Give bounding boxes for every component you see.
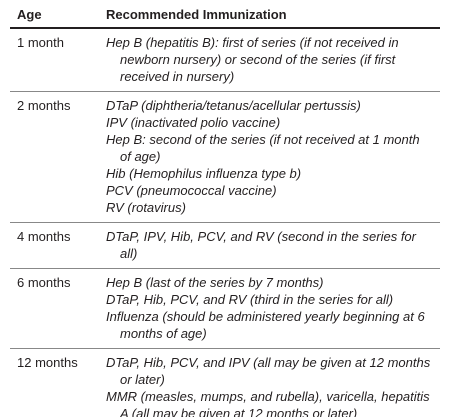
immunization-cell: DTaP (diphtheria/tetanus/acellular pertu… [99,91,440,223]
table-body: 1 month Hep B (hepatitis B): first of ser… [10,28,440,417]
immunization-item: Hep B (last of the series by 7 months) [106,275,324,290]
age-cell: 1 month [10,28,99,92]
age-cell: 2 months [10,91,99,223]
immunization-item: DTaP (diphtheria/tetanus/acellular pertu… [106,98,361,113]
immunization-cell: Hep B (last of the series by 7 months) DT… [99,268,440,349]
immunization-item: Influenza (should be administered yearly… [106,309,425,341]
immunization-item: Hep B: second of the series (if not rece… [106,132,420,164]
immunization-item: DTaP, Hib, PCV, and RV (third in the ser… [106,292,394,307]
immunization-cell: DTaP, IPV, Hib, PCV, and RV (second in t… [99,222,440,269]
header-cell: Recommended Immunization [99,4,440,29]
immunization-item: PCV (pneumococcal vaccine) [106,183,277,198]
immunization-cell: Hep B (hepatitis B): first of series (if… [99,28,440,92]
immunization-table: Age Recommended Immunization 1 month Hep … [10,4,440,417]
table-row: 6 months Hep B (last of the series by 7 m… [10,268,440,349]
immunization-item: DTaP, IPV, Hib, PCV, and RV (second in t… [106,229,416,261]
immunization-item: DTaP, Hib, PCV, and IPV (all may be give… [106,355,431,387]
table-row: 2 months DTaP (diphtheria/tetanus/acellul… [10,91,440,223]
immunization-item: Hib (Hemophilus influenza type b) [106,166,302,181]
header-row: Age Recommended Immunization [10,4,440,29]
age-cell: 12 months [10,348,99,417]
age-cell: 4 months [10,222,99,269]
immunization-item: IPV (inactivated polio vaccine) [106,115,281,130]
immunization-item: RV (rotavirus) [106,200,186,215]
table-row: 4 months DTaP, IPV, Hib, PCV, and RV (sec… [10,222,440,269]
immunization-item: Hep B (hepatitis B): first of series (if… [106,35,399,84]
table-row: 1 month Hep B (hepatitis B): first of ser… [10,28,440,92]
table-row: 12 months DTaP, Hib, PCV, and IPV (all ma… [10,348,440,417]
age-cell: 6 months [10,268,99,349]
immunization-item: MMR (measles, mumps, and rubella), varic… [106,389,430,417]
immunization-cell: DTaP, Hib, PCV, and IPV (all may be give… [99,348,440,417]
header-cell: Age [10,4,99,29]
